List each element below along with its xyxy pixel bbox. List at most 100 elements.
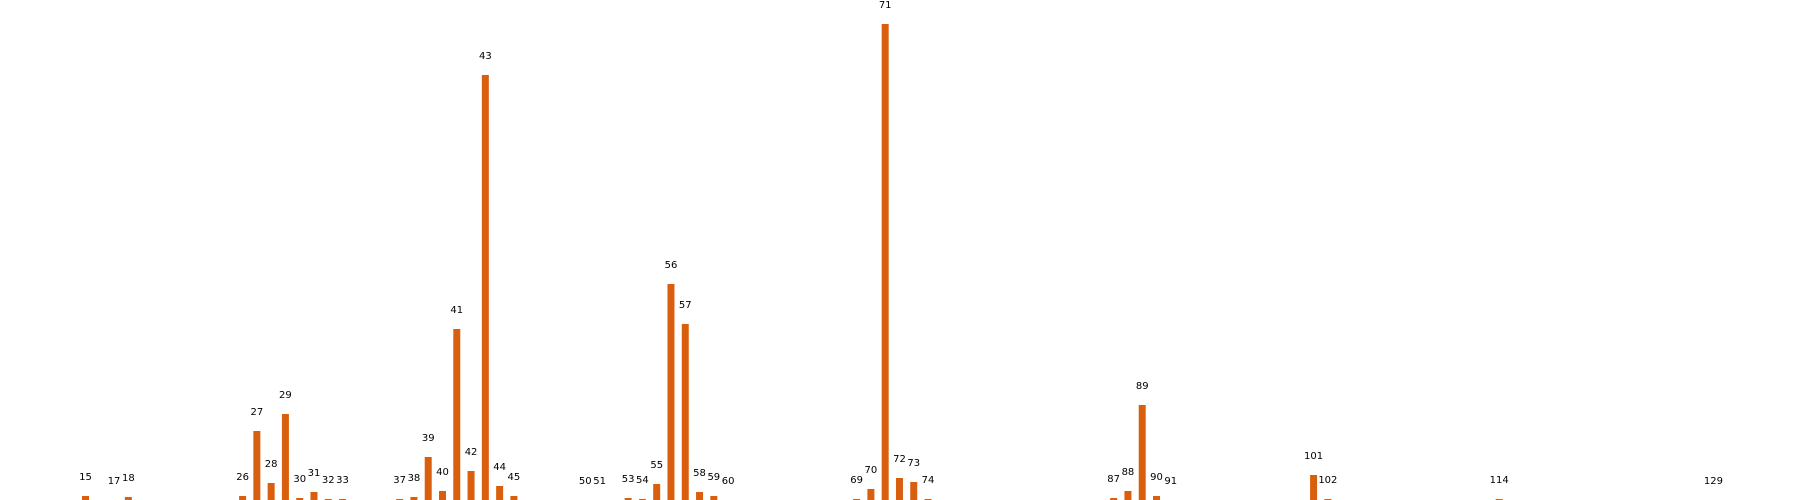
bar-group-38: 38 (408, 473, 421, 500)
bar-label-26: 26 (236, 472, 249, 483)
bar-label-88: 88 (1122, 467, 1135, 478)
bar-90 (1153, 496, 1160, 500)
bar-29 (281, 414, 289, 500)
bar-group-18: 18 (122, 473, 135, 500)
bar-label-39: 39 (422, 433, 435, 444)
bar-label-17: 17 (108, 476, 121, 487)
bar-group-114: 114 (1490, 475, 1509, 500)
bar-label-57: 57 (679, 300, 692, 311)
bar-label-50: 50 (579, 476, 592, 487)
bar-group-45: 45 (508, 472, 521, 500)
bar-label-43: 43 (479, 51, 492, 62)
bar-label-37: 37 (393, 475, 406, 486)
bar-label-56: 56 (665, 260, 678, 271)
bar-label-45: 45 (508, 472, 521, 483)
bar-label-15: 15 (79, 472, 92, 483)
bar-group-56: 56 (665, 260, 678, 500)
bar-label-73: 73 (907, 458, 920, 469)
bar-group-88: 88 (1122, 467, 1135, 500)
bar-44 (496, 486, 504, 500)
bar-101 (1310, 475, 1318, 500)
bar-label-40: 40 (436, 467, 449, 478)
bar-42 (467, 471, 475, 500)
bar-group-27: 27 (250, 407, 263, 500)
bar-label-29: 29 (279, 390, 292, 401)
bar-group-42: 42 (465, 447, 478, 500)
bar-label-102: 102 (1318, 475, 1337, 486)
bar-31 (310, 492, 318, 500)
bar-58 (696, 492, 704, 500)
bar-group-31: 31 (308, 468, 321, 500)
bar-label-70: 70 (865, 465, 878, 476)
bar-group-69: 69 (850, 475, 863, 500)
bar-57 (681, 324, 689, 500)
bar-group-41: 41 (450, 305, 463, 500)
bar-label-32: 32 (322, 475, 335, 486)
bar-27 (253, 431, 261, 500)
bar-group-55: 55 (650, 460, 663, 500)
bar-45 (510, 496, 518, 500)
bar-label-129: 129 (1704, 476, 1723, 487)
bar-group-70: 70 (865, 465, 878, 500)
bar-group-91: 91 (1164, 476, 1177, 487)
bar-15 (82, 496, 89, 500)
bar-72 (895, 478, 903, 500)
bar-label-33: 33 (336, 475, 349, 486)
bar-43 (481, 75, 489, 500)
bar-label-89: 89 (1136, 381, 1149, 392)
bar-group-73: 73 (907, 458, 920, 500)
bar-label-55: 55 (650, 460, 663, 471)
bar-87 (1110, 498, 1118, 500)
bar-group-40: 40 (436, 467, 449, 500)
bar-label-101: 101 (1304, 451, 1323, 462)
bar-group-57: 57 (679, 300, 692, 500)
bar-group-87: 87 (1107, 474, 1120, 500)
bar-28 (267, 483, 275, 500)
bar-71 (881, 24, 889, 500)
bar-label-58: 58 (693, 468, 706, 479)
bar-label-114: 114 (1490, 475, 1509, 486)
bar-59 (710, 496, 718, 500)
bar-group-74: 74 (922, 475, 935, 500)
bar-group-54: 54 (636, 475, 649, 500)
bar-group-71: 71 (879, 0, 892, 500)
bar-group-37: 37 (393, 475, 406, 500)
bar-53 (624, 498, 632, 500)
bar-73 (910, 482, 918, 500)
bar-label-38: 38 (408, 473, 421, 484)
bar-label-31: 31 (308, 468, 321, 479)
bar-label-42: 42 (465, 447, 478, 458)
bar-label-91: 91 (1164, 476, 1177, 487)
bar-group-43: 43 (479, 51, 492, 500)
bar-label-28: 28 (265, 459, 278, 470)
bar-group-89: 89 (1136, 381, 1149, 500)
bar-label-59: 59 (707, 472, 720, 483)
bar-group-50: 50 (579, 476, 592, 487)
bar-group-60: 60 (722, 476, 735, 487)
bar-group-44: 44 (493, 462, 506, 500)
bar-label-87: 87 (1107, 474, 1120, 485)
bar-56 (667, 284, 675, 500)
bar-40 (439, 491, 446, 500)
bar-label-69: 69 (850, 475, 863, 486)
bar-group-72: 72 (893, 454, 906, 500)
bar-88 (1124, 491, 1132, 500)
bar-label-71: 71 (879, 0, 892, 11)
bar-group-58: 58 (693, 468, 706, 500)
bar-group-102: 102 (1318, 475, 1337, 500)
bar-label-60: 60 (722, 476, 735, 487)
bar-89 (1138, 405, 1146, 500)
bar-group-32: 32 (322, 475, 335, 500)
bar-group-29: 29 (279, 390, 292, 500)
bar-group-129: 129 (1704, 476, 1723, 487)
bar-group-51: 51 (593, 476, 606, 487)
bar-38 (410, 497, 418, 500)
bar-group-53: 53 (622, 474, 635, 500)
bar-41 (453, 329, 461, 500)
bar-group-39: 39 (422, 433, 435, 500)
bar-label-74: 74 (922, 475, 935, 486)
bar-label-27: 27 (250, 407, 263, 418)
bar-group-59: 59 (707, 472, 720, 500)
